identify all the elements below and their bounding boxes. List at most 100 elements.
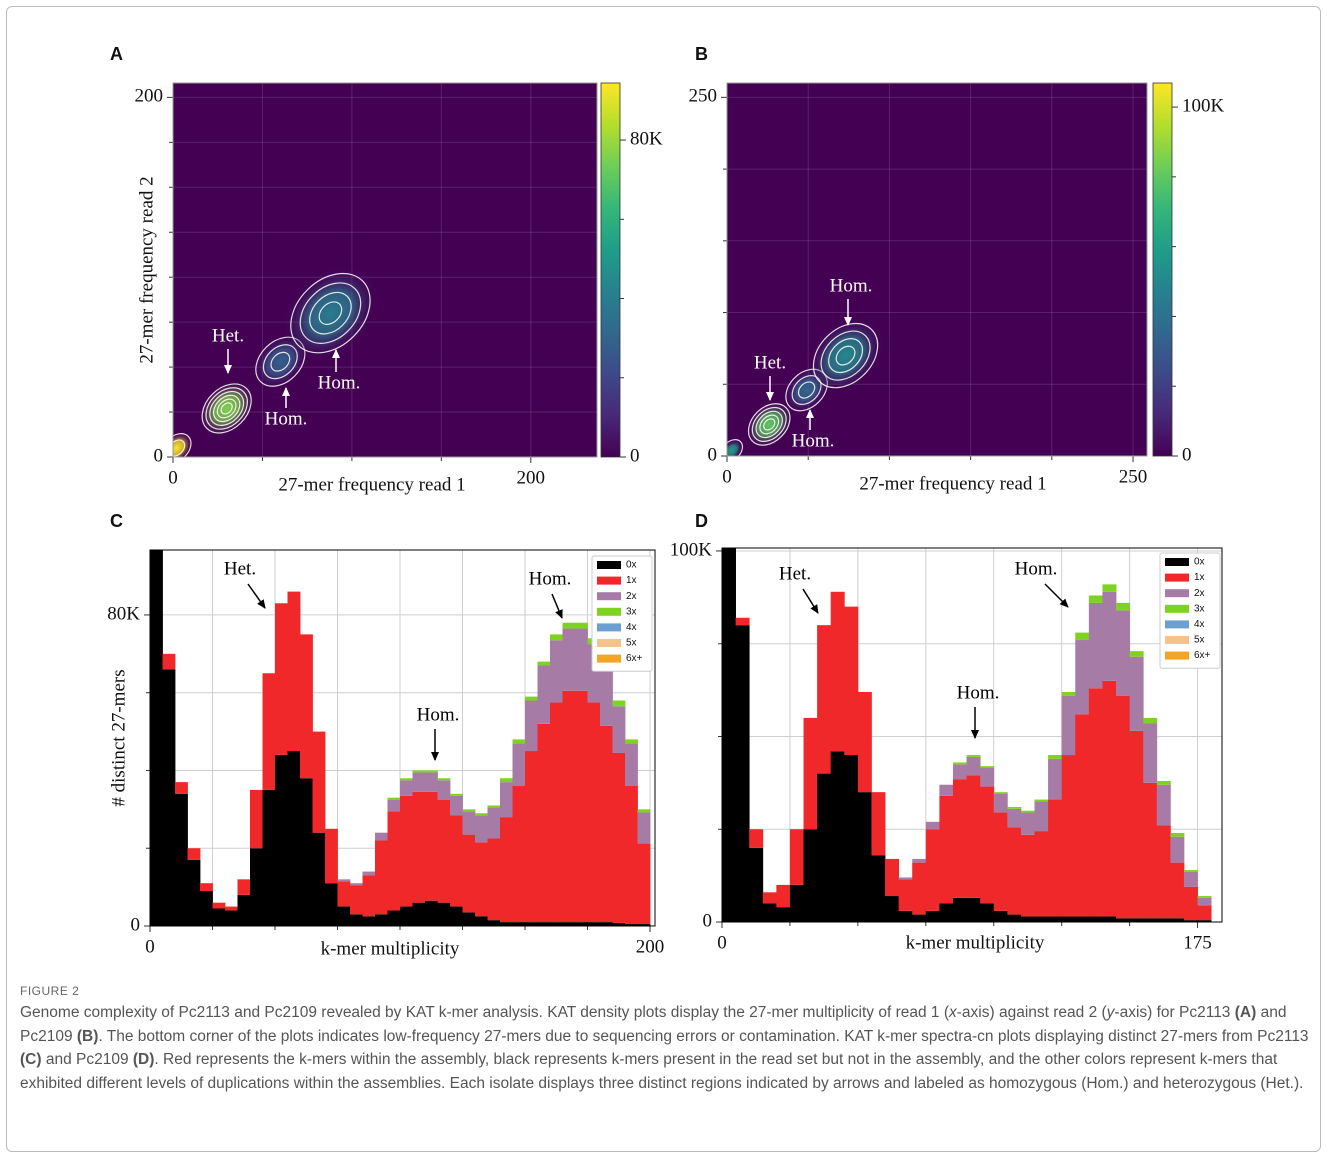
figure-label: FIGURE 2 (20, 984, 80, 998)
caption-segment: x (949, 1004, 957, 1021)
histogram-bar (612, 752, 626, 923)
x-tick-label: 0 (168, 467, 178, 488)
x-tick-label: 0 (717, 932, 727, 953)
histogram-bar (1197, 897, 1212, 906)
y-tick-label: 200 (135, 86, 164, 107)
plot-frame (172, 82, 598, 458)
histogram-bar (550, 922, 563, 926)
histogram-bar (1034, 799, 1049, 802)
legend-swatch (597, 592, 621, 601)
histogram-bar (225, 906, 238, 911)
annotation-arrow (1044, 583, 1069, 608)
histogram-bar (1102, 584, 1117, 592)
histogram-bar (600, 922, 613, 926)
histogram-bar (735, 625, 750, 922)
histogram-bar (1116, 918, 1131, 922)
histogram-bar (450, 793, 463, 796)
histogram-bar (637, 809, 651, 813)
histogram-bar (437, 780, 451, 800)
histogram-bar (400, 795, 413, 907)
x-tick-label: 175 (1183, 932, 1212, 953)
y-tick-label: 0 (131, 914, 141, 935)
y-tick-label: 80K (107, 603, 140, 624)
histogram-bar (300, 634, 313, 779)
histogram-bar (437, 902, 451, 926)
histogram-bar (475, 916, 488, 926)
histogram-bar (512, 739, 526, 744)
histogram-bar (637, 843, 651, 925)
histogram-bar (325, 828, 338, 884)
histogram-bar (575, 628, 588, 691)
plot-area (150, 550, 655, 926)
histogram-bar (637, 812, 651, 844)
histogram-bar (175, 793, 188, 926)
annotation: Hom. (792, 430, 835, 451)
histogram-bar (262, 673, 276, 790)
histogram-bar (993, 812, 1008, 911)
histogram-bar (350, 885, 363, 915)
histogram-bar (537, 665, 551, 724)
histogram-bar (337, 879, 351, 882)
histogram-bar (525, 751, 538, 923)
histogram-bar (1048, 758, 1063, 800)
histogram-bar (735, 617, 750, 626)
histogram-bar (412, 902, 426, 926)
histogram-bar (212, 908, 226, 926)
contour (201, 383, 252, 434)
contour (747, 403, 791, 446)
histogram-bar (844, 606, 859, 756)
histogram-bar (337, 906, 351, 926)
histogram-bar (362, 916, 376, 926)
histogram-bar (525, 700, 538, 752)
histogram-bar (412, 770, 426, 773)
annotation: Hom. (318, 372, 361, 393)
panel-label: B (695, 44, 708, 64)
legend-label: 4x (1194, 619, 1205, 630)
legend-swatch (597, 654, 621, 663)
contour (216, 398, 237, 419)
histogram-bar (980, 766, 995, 769)
histogram-bar (287, 751, 301, 926)
histogram-bar (1020, 812, 1035, 835)
histogram-bar (1102, 916, 1117, 922)
contour (759, 414, 780, 435)
caption-segment: Genome complexity of Pc2113 and Pc2109 r… (20, 1004, 950, 1021)
contour (812, 322, 879, 389)
histogram-bar (898, 910, 913, 922)
histogram-bar (1129, 651, 1144, 657)
histogram-bar (1048, 755, 1063, 759)
legend-label: 2x (626, 591, 637, 602)
histogram-bar (175, 782, 188, 794)
colorbar (600, 82, 621, 458)
x-tick-label: 0 (145, 936, 155, 957)
histogram-bar (1156, 825, 1171, 919)
histogram-bar (1075, 714, 1090, 917)
histogram-bar (450, 795, 463, 816)
histogram-bar (980, 786, 995, 904)
histogram-bar (1197, 896, 1212, 898)
histogram-bar (212, 902, 226, 909)
histogram-bar (885, 896, 900, 922)
histogram-bar (1143, 723, 1158, 783)
histogram-bar (400, 778, 413, 781)
legend-swatch (597, 576, 621, 585)
contour (299, 282, 362, 344)
annotation: Hom. (1015, 558, 1058, 579)
y-axis-label: # distinct 27-mers (108, 669, 129, 806)
plot-frame (149, 549, 656, 927)
y-tick-label: 0 (708, 444, 718, 465)
legend-swatch (597, 561, 621, 569)
histogram-bar (512, 786, 526, 923)
annotation: Het. (779, 563, 811, 584)
legend-label: 6x+ (1194, 650, 1211, 661)
histogram-bar (803, 829, 818, 922)
histogram-bar (362, 871, 376, 876)
histogram-bar (722, 548, 736, 922)
legend-label: 0x (1194, 557, 1205, 568)
colorbar-tick-label: 0 (630, 445, 640, 466)
histogram-bar (250, 848, 263, 926)
legend-label: 3x (1194, 603, 1205, 614)
x-tick-label: 200 (517, 467, 546, 488)
histogram-bar (600, 671, 613, 726)
